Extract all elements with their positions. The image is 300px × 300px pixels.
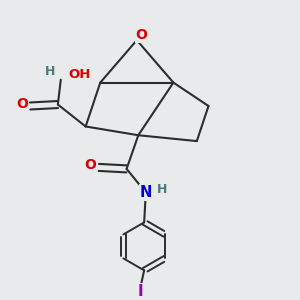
Text: H: H	[44, 65, 55, 78]
Text: OH: OH	[68, 68, 91, 81]
Text: I: I	[138, 284, 143, 299]
Text: N: N	[140, 185, 152, 200]
Text: O: O	[135, 28, 147, 42]
Text: O: O	[85, 158, 97, 172]
Text: O: O	[16, 97, 28, 111]
Text: H: H	[157, 183, 167, 196]
